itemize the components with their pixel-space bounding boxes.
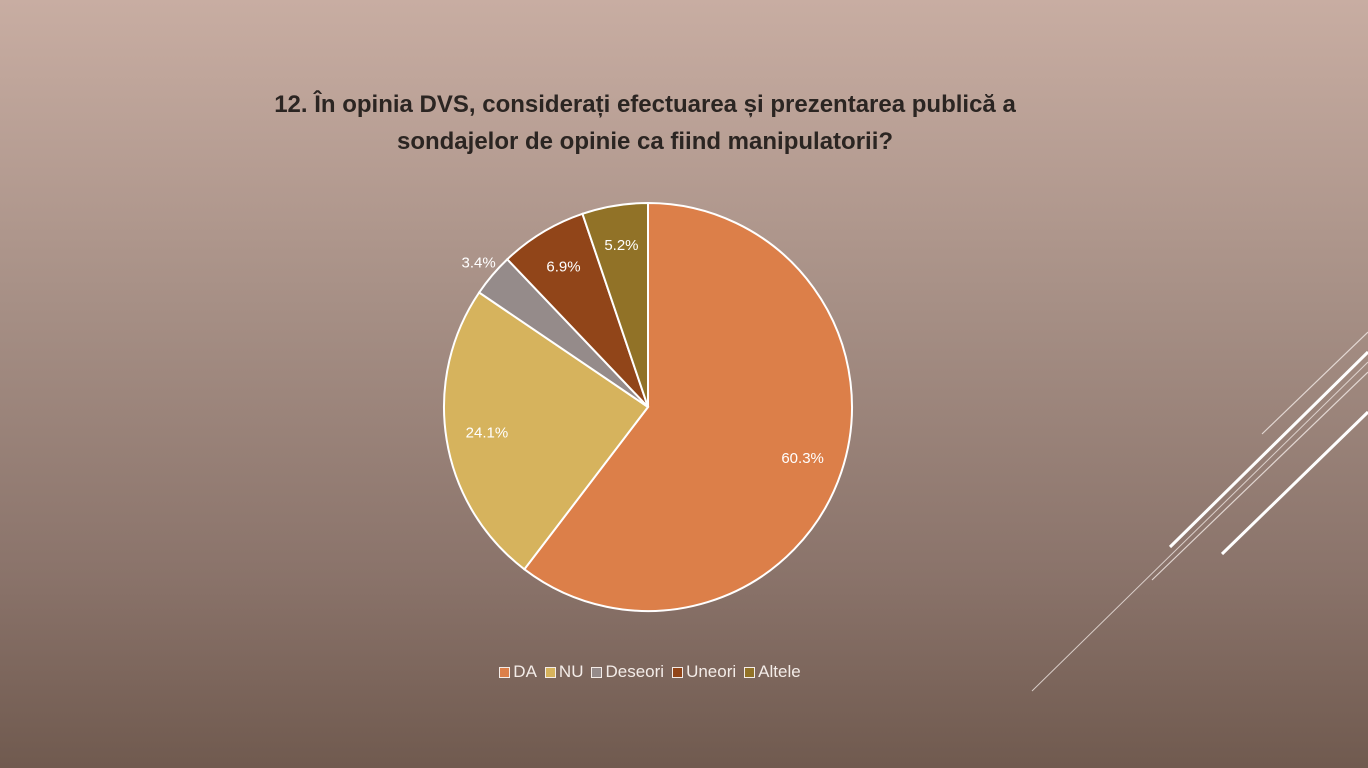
pie-data-labels: 60.3% 24.1% 3.4% 6.9% 5.2% bbox=[462, 237, 824, 467]
pie-slice-da bbox=[522, 201, 853, 612]
legend-label-da: DA bbox=[513, 662, 537, 681]
data-label-altele: 5.2% bbox=[604, 237, 638, 254]
legend-item-altele: Altele bbox=[744, 662, 801, 682]
data-label-nu: 24.1% bbox=[466, 424, 509, 441]
pie-slice-nu bbox=[443, 291, 650, 571]
legend-label-nu: NU bbox=[558, 662, 584, 681]
chart-title-line-2: sondajelor de opinie ca fiind manipulato… bbox=[396, 128, 894, 155]
legend-item-deseori: Deseori bbox=[591, 662, 664, 682]
legend-swatch-deseori bbox=[591, 666, 603, 678]
chart-legend: DA NU Deseori Uneori Altele bbox=[0, 662, 1300, 682]
legend-label-uneori: Uneori bbox=[686, 662, 737, 681]
legend-label-altele: Altele bbox=[758, 662, 801, 681]
chart-title: 12. În opinia DVS, considerați efectuare… bbox=[180, 86, 1110, 160]
legend-swatch-uneori bbox=[672, 666, 684, 678]
legend-label-deseori: Deseori bbox=[605, 662, 665, 681]
legend-item-da: DA bbox=[499, 662, 537, 682]
legend-swatch-altele bbox=[744, 666, 756, 678]
pie-slice-altele bbox=[581, 201, 649, 408]
data-label-uneori: 6.9% bbox=[546, 258, 580, 275]
legend-swatch-da bbox=[499, 666, 511, 678]
pie-slices bbox=[443, 201, 853, 612]
data-label-da: 60.3% bbox=[781, 450, 824, 467]
legend-item-nu: NU bbox=[544, 662, 584, 682]
data-label-deseori: 3.4% bbox=[462, 254, 496, 271]
chart-title-line-1: 12. În opinia DVS, considerați efectuare… bbox=[274, 91, 1016, 118]
legend-swatch-nu bbox=[544, 666, 556, 678]
legend-item-uneori: Uneori bbox=[672, 662, 736, 682]
